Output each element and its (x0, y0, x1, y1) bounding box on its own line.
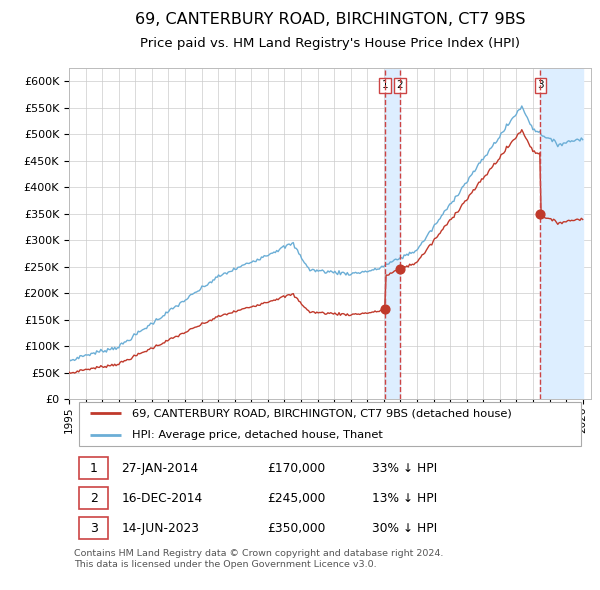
Text: 14-JUN-2023: 14-JUN-2023 (121, 522, 199, 535)
Point (536, 209, 545, 218)
Text: 1: 1 (90, 462, 98, 475)
Text: Contains HM Land Registry data © Crown copyright and database right 2024.
This d: Contains HM Land Registry data © Crown c… (74, 549, 443, 569)
Point (380, 304, 390, 314)
Bar (385, 68, 400, 399)
Text: 16-DEC-2014: 16-DEC-2014 (121, 491, 202, 504)
Bar (541, 68, 583, 399)
Text: HPI: Average price, detached house, Thanet: HPI: Average price, detached house, Than… (131, 430, 383, 440)
Text: 3: 3 (90, 522, 98, 535)
Text: 69, CANTERBURY ROAD, BIRCHINGTON, CT7 9BS: 69, CANTERBURY ROAD, BIRCHINGTON, CT7 9B… (135, 12, 525, 27)
Point (395, 265, 404, 274)
Text: £350,000: £350,000 (268, 522, 326, 535)
Text: 33% ↓ HPI: 33% ↓ HPI (372, 462, 437, 475)
Text: 3: 3 (537, 80, 544, 90)
Text: 2: 2 (397, 80, 403, 90)
Text: 27-JAN-2014: 27-JAN-2014 (121, 462, 199, 475)
FancyBboxPatch shape (79, 487, 108, 509)
Text: £170,000: £170,000 (268, 462, 326, 475)
Text: 1: 1 (382, 80, 388, 90)
Text: Price paid vs. HM Land Registry's House Price Index (HPI): Price paid vs. HM Land Registry's House … (140, 37, 520, 50)
FancyBboxPatch shape (79, 517, 108, 539)
FancyBboxPatch shape (79, 457, 108, 479)
Text: 30% ↓ HPI: 30% ↓ HPI (372, 522, 437, 535)
Text: 69, CANTERBURY ROAD, BIRCHINGTON, CT7 9BS (detached house): 69, CANTERBURY ROAD, BIRCHINGTON, CT7 9B… (131, 408, 511, 418)
Text: 13% ↓ HPI: 13% ↓ HPI (372, 491, 437, 504)
Text: 2: 2 (90, 491, 98, 504)
Text: £245,000: £245,000 (268, 491, 326, 504)
FancyBboxPatch shape (79, 402, 581, 446)
